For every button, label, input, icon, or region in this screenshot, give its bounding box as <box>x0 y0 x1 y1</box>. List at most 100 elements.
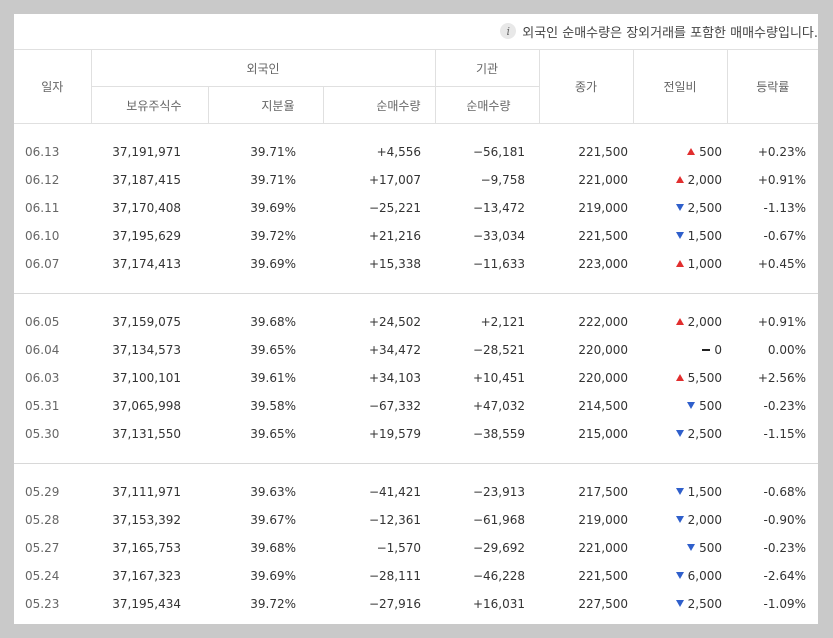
notice-text: 외국인 순매수량은 장외거래를 포함한 매매수량입니다. <box>522 25 818 41</box>
cell-change: 1,000 <box>633 250 727 278</box>
group-spacer <box>14 618 818 624</box>
cell-date: 05.30 <box>25 427 60 441</box>
triangle-down-icon <box>687 544 696 551</box>
table-row: 05.23 37,195,434 39.72% −27,916 +16,031 227,5… <box>14 590 818 618</box>
cell-change: 500 <box>633 534 727 562</box>
cell-close: 221,000 <box>578 541 628 555</box>
cell-institution-net: −46,228 <box>472 569 525 583</box>
cell-foreign-net: +17,007 <box>368 173 421 187</box>
table-row: 05.29 37,111,971 39.63% −41,421 −23,913 217,5… <box>14 478 818 506</box>
table-row: 06.05 37,159,075 39.68% +24,502 +2,121 222,00… <box>14 308 818 336</box>
header-institution-net: 순매수량 <box>434 86 539 124</box>
header-institution: 기관 <box>434 49 539 87</box>
cell-ratio: 39.72% <box>250 229 296 243</box>
cell-date: 05.27 <box>25 541 60 555</box>
cell-rate: -2.64% <box>763 569 806 583</box>
cell-close: 221,500 <box>578 569 628 583</box>
cell-foreign-net: −27,916 <box>368 597 421 611</box>
change-value: 500 <box>699 399 722 413</box>
cell-date: 06.05 <box>25 315 60 329</box>
cell-change: 1,500 <box>633 478 727 506</box>
table-body: 06.13 37,191,971 39.71% +4,556 −56,181 221,50… <box>14 124 818 625</box>
cell-holdings: 37,153,392 <box>112 513 181 527</box>
cell-date: 05.28 <box>25 513 60 527</box>
cell-change: 1,500 <box>633 222 727 250</box>
cell-institution-net: +10,451 <box>472 371 525 385</box>
cell-holdings: 37,111,971 <box>112 485 181 499</box>
cell-close: 220,000 <box>578 371 628 385</box>
cell-date: 05.31 <box>25 399 60 413</box>
cell-change: 2,500 <box>633 590 727 618</box>
cell-date: 05.24 <box>25 569 60 583</box>
cell-institution-net: +2,121 <box>480 315 525 329</box>
cell-rate: +0.91% <box>757 315 806 329</box>
investor-trading-table: 일자 외국인 기관 종가 전일비 등락률 보유주식수 지분율 순매수량 순매수량… <box>14 49 818 624</box>
cell-institution-net: −29,692 <box>472 541 525 555</box>
cell-ratio: 39.69% <box>250 569 296 583</box>
cell-holdings: 37,065,998 <box>112 399 181 413</box>
cell-ratio: 39.72% <box>250 597 296 611</box>
group-spacer <box>14 294 818 308</box>
cell-ratio: 39.68% <box>250 315 296 329</box>
cell-change: 6,000 <box>633 562 727 590</box>
cell-change: 0 <box>633 336 727 364</box>
change-value: 0 <box>714 343 722 357</box>
change-value: 1,500 <box>687 229 722 243</box>
cell-close: 214,500 <box>578 399 628 413</box>
triangle-down-icon <box>675 488 684 495</box>
cell-close: 222,000 <box>578 315 628 329</box>
group-separator <box>14 463 818 464</box>
cell-close: 217,500 <box>578 485 628 499</box>
change-value: 2,000 <box>687 173 722 187</box>
notice-bar: i 외국인 순매수량은 장외거래를 포함한 매매수량입니다. <box>14 14 818 48</box>
triangle-up-icon <box>687 148 696 155</box>
cell-close: 223,000 <box>578 257 628 271</box>
cell-change: 2,000 <box>633 308 727 336</box>
cell-institution-net: −13,472 <box>472 201 525 215</box>
cell-rate: -0.67% <box>763 229 806 243</box>
table-row: 06.04 37,134,573 39.65% +34,472 −28,521 220,0… <box>14 336 818 364</box>
cell-ratio: 39.68% <box>250 541 296 555</box>
trading-trend-panel: i 외국인 순매수량은 장외거래를 포함한 매매수량입니다. 일자 외국인 기관… <box>14 14 818 624</box>
cell-rate: -1.15% <box>763 427 806 441</box>
triangle-down-icon <box>675 600 684 607</box>
cell-close: 221,500 <box>578 229 628 243</box>
group-spacer <box>14 124 818 139</box>
cell-foreign-net: +34,472 <box>368 343 421 357</box>
cell-institution-net: −33,034 <box>472 229 525 243</box>
triangle-down-icon <box>675 204 684 211</box>
cell-ratio: 39.71% <box>250 145 296 159</box>
cell-foreign-net: −25,221 <box>368 201 421 215</box>
cell-holdings: 37,195,629 <box>112 229 181 243</box>
cell-foreign-net: +24,502 <box>368 315 421 329</box>
cell-institution-net: −11,633 <box>472 257 525 271</box>
cell-ratio: 39.69% <box>250 257 296 271</box>
header-foreign-net: 순매수량 <box>322 86 435 124</box>
table-row: 06.11 37,170,408 39.69% −25,221 −13,472 219,0… <box>14 194 818 222</box>
cell-rate: -1.13% <box>763 201 806 215</box>
cell-foreign-net: +19,579 <box>368 427 421 441</box>
cell-ratio: 39.65% <box>250 343 296 357</box>
table-row: 05.24 37,167,323 39.69% −28,111 −46,228 221,5… <box>14 562 818 590</box>
group-spacer <box>14 448 818 464</box>
triangle-down-icon <box>675 572 684 579</box>
table-row: 06.12 37,187,415 39.71% +17,007 −9,758 221,00… <box>14 166 818 194</box>
cell-change: 500 <box>633 138 727 166</box>
change-value: 5,500 <box>687 371 722 385</box>
cell-change: 2,000 <box>633 166 727 194</box>
table-row: 06.13 37,191,971 39.71% +4,556 −56,181 221,50… <box>14 138 818 166</box>
change-value: 6,000 <box>687 569 722 583</box>
cell-change: 2,500 <box>633 194 727 222</box>
cell-institution-net: +47,032 <box>472 399 525 413</box>
cell-ratio: 39.65% <box>250 427 296 441</box>
cell-holdings: 37,134,573 <box>112 343 181 357</box>
cell-rate: +2.56% <box>757 371 806 385</box>
change-value: 2,000 <box>687 315 722 329</box>
header-row-group: 일자 외국인 기관 종가 전일비 등락률 <box>14 49 818 124</box>
cell-institution-net: −28,521 <box>472 343 525 357</box>
cell-rate: -0.23% <box>763 399 806 413</box>
triangle-up-icon <box>675 176 684 183</box>
header-ratio: 지분율 <box>207 86 323 124</box>
info-icon[interactable]: i <box>500 23 517 39</box>
header-change: 전일비 <box>632 49 727 124</box>
